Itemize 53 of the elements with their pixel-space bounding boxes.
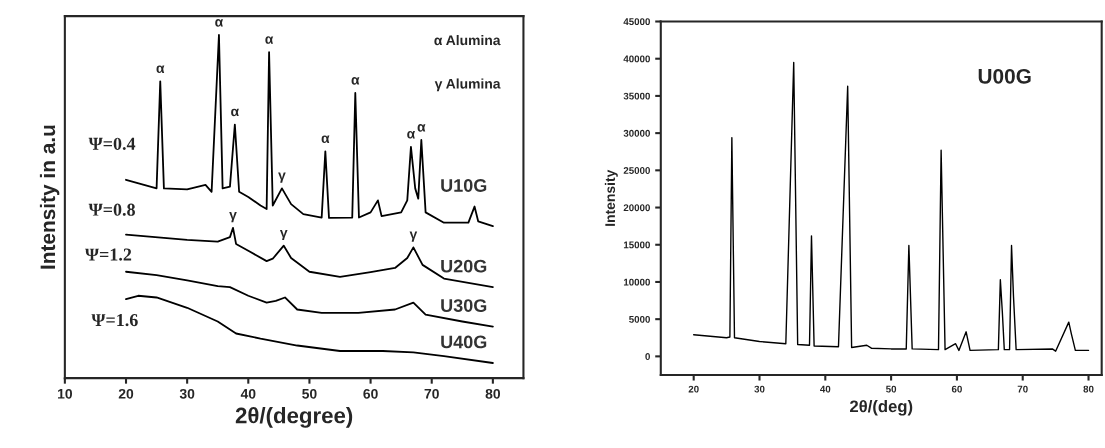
x-tick-label: 10 <box>58 388 73 399</box>
y-tick-label: 15000 <box>623 241 650 249</box>
x-tick-label: 20 <box>688 385 699 393</box>
x-tick-label: 30 <box>179 388 195 399</box>
y-tick-label: 5000 <box>629 315 650 323</box>
y-tick-label: 10000 <box>623 278 650 286</box>
x-tick-label: 30 <box>754 385 765 393</box>
x-tick-label: 40 <box>240 388 256 399</box>
x-axis-title: 2θ/(degree) <box>235 407 353 428</box>
annotation: α Alumina <box>434 34 501 46</box>
annotation: α <box>407 130 416 139</box>
x-tick-label: 50 <box>302 388 317 399</box>
annotation: α <box>351 77 360 85</box>
y-tick-label: 25000 <box>623 167 650 174</box>
annotation: α <box>417 124 426 132</box>
y-tick-label: 40000 <box>623 55 650 63</box>
annotation: α <box>156 65 165 74</box>
x-tick-label: 40 <box>820 385 831 393</box>
annotation: Ψ=1.6 <box>91 314 138 327</box>
annotation: Ψ=0.4 <box>88 137 136 150</box>
annotation: α <box>231 108 239 117</box>
annotation: γ Alumina <box>434 78 501 92</box>
x-tick-label: 60 <box>951 385 962 393</box>
y-tick-label: 45000 <box>623 18 650 26</box>
series-label: U30G <box>441 299 487 312</box>
y-tick-label: 0 <box>645 353 650 360</box>
line-series <box>692 61 1090 352</box>
x-axis-title: 2θ/(deg) <box>850 400 913 416</box>
x-tick-label: 70 <box>424 388 439 399</box>
x-tick-label: 20 <box>118 388 134 399</box>
y-axis-title: Intensity <box>604 169 618 226</box>
annotation: Ψ=0.8 <box>88 203 135 216</box>
y-tick-label: 35000 <box>623 92 650 100</box>
y-tick-label: 30000 <box>623 129 650 137</box>
annotation: γ <box>229 212 237 223</box>
series-label: U10G <box>441 179 487 192</box>
x-tick-label: 70 <box>1017 385 1028 393</box>
y-axis-title: Intensity in a.u <box>39 125 60 269</box>
x-tick-label: 80 <box>1083 385 1094 393</box>
x-tick-label: 80 <box>485 388 501 399</box>
series-label: U20G <box>441 259 487 273</box>
annotation: α <box>321 135 330 144</box>
x-tick-label: 60 <box>363 388 378 399</box>
annotation: γ <box>279 229 288 241</box>
annotation: U00G <box>978 68 1031 84</box>
annotation: α <box>265 36 274 44</box>
annotation: γ <box>409 231 418 242</box>
series-label: U40G <box>441 335 487 349</box>
y-tick-label: 20000 <box>623 204 650 212</box>
x-tick-label: 50 <box>886 385 897 393</box>
annotation: α <box>215 19 224 27</box>
annotation: Ψ=1.2 <box>85 248 132 261</box>
annotation: γ <box>278 172 286 183</box>
